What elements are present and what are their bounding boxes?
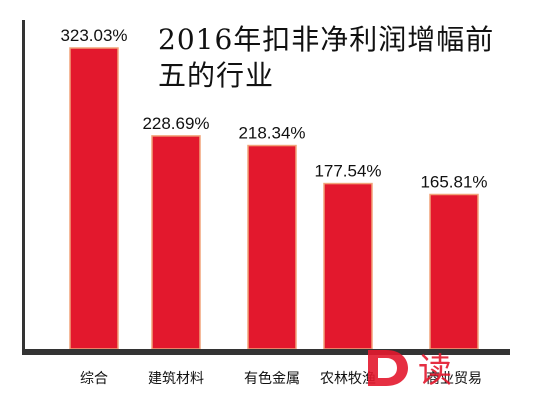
value-label-4: 177.54% bbox=[314, 162, 381, 181]
bar-4 bbox=[323, 182, 373, 350]
value-label-5: 165.81% bbox=[420, 172, 487, 191]
value-labels-group: 323.03% 228.69% 218.34% 177.54% 165.81% bbox=[60, 26, 487, 191]
category-label-3: 有色金属 bbox=[244, 370, 300, 387]
chart-title: 2016年扣非净利润增幅前五的行业 bbox=[158, 23, 495, 92]
category-label-1: 综合 bbox=[80, 371, 108, 387]
bars-group bbox=[69, 47, 479, 350]
y-axis-line bbox=[22, 20, 25, 352]
x-axis-baseline bbox=[22, 349, 510, 355]
category-labels-group: 综合 建筑材料 有色金属 农林牧渔 商业贸易 bbox=[80, 370, 482, 387]
watermark-logo: 读 bbox=[368, 350, 452, 391]
bar-3 bbox=[247, 144, 297, 350]
bar-5 bbox=[429, 193, 479, 350]
bar-2 bbox=[151, 135, 201, 350]
category-label-4: 农林牧渔 bbox=[320, 371, 376, 387]
value-label-1: 323.03% bbox=[60, 26, 127, 45]
value-label-3: 218.34% bbox=[238, 124, 305, 143]
value-label-2: 228.69% bbox=[142, 114, 209, 133]
watermark-text: 读 bbox=[418, 351, 452, 391]
category-label-2: 建筑材料 bbox=[148, 371, 204, 387]
d-reading-logo-icon bbox=[368, 350, 408, 386]
category-label-5: 商业贸易 bbox=[426, 371, 482, 387]
bar-1 bbox=[69, 47, 119, 350]
